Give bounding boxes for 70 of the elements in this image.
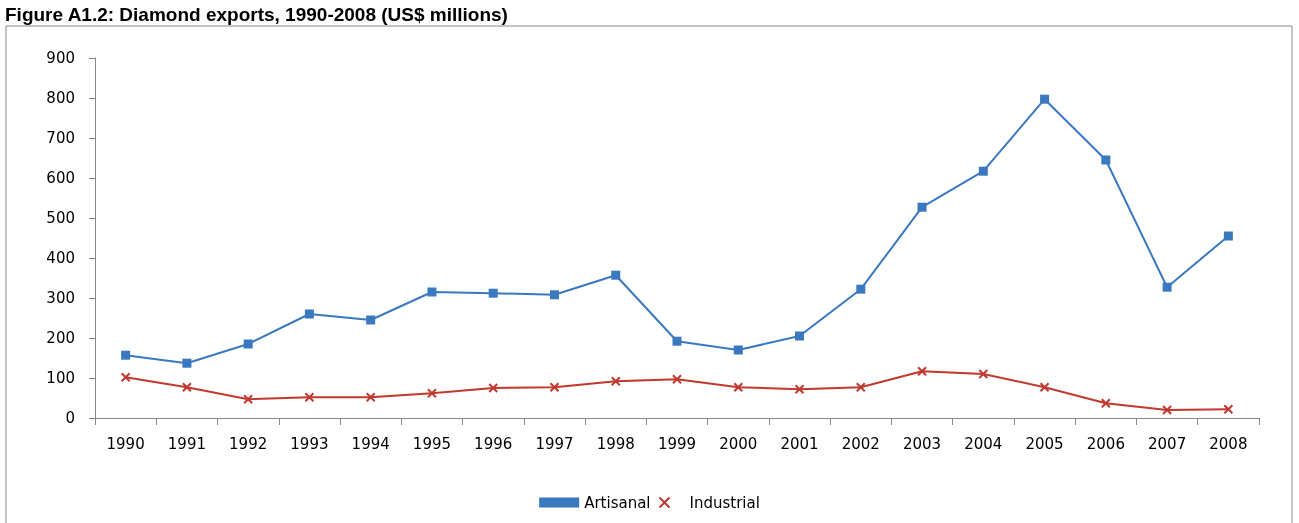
legend-label: Artisanal <box>584 493 651 512</box>
point <box>304 309 314 319</box>
point <box>549 382 560 393</box>
x-tick-label: 2005 <box>1025 434 1064 453</box>
x-tick-label: 2003 <box>902 434 942 453</box>
point <box>1100 398 1111 409</box>
y-tick-label: 900 <box>46 49 75 67</box>
point <box>488 383 499 393</box>
y-tick-label: 800 <box>46 89 75 107</box>
point <box>978 166 988 176</box>
point <box>243 339 253 349</box>
point <box>1040 94 1050 104</box>
point <box>182 358 192 368</box>
point <box>917 366 928 377</box>
point <box>610 376 621 387</box>
point <box>795 331 805 341</box>
point <box>1223 404 1234 415</box>
point <box>1101 155 1111 165</box>
point <box>243 394 254 405</box>
point <box>978 369 989 379</box>
point <box>611 270 621 280</box>
point <box>856 284 866 294</box>
x-tick-label: 1999 <box>657 434 697 453</box>
y-tick-label: 200 <box>46 329 75 347</box>
point <box>917 202 927 212</box>
point <box>1162 405 1173 415</box>
x-tick-label: 1993 <box>290 434 329 453</box>
y-tick-label: 300 <box>46 289 75 307</box>
x-tick-label: 1995 <box>412 434 452 453</box>
point <box>304 392 315 403</box>
point <box>120 372 131 383</box>
x-tick-label: 1997 <box>535 434 574 453</box>
point <box>426 388 437 399</box>
y-tick-label: 100 <box>46 369 75 387</box>
x-tick-label: 1996 <box>474 434 513 453</box>
point <box>427 287 437 297</box>
x-tick-label: 2000 <box>719 434 758 453</box>
point <box>365 392 376 403</box>
x-tick-label: 1992 <box>229 434 268 453</box>
x-tick-label: 1994 <box>351 434 390 453</box>
point <box>733 345 743 355</box>
y-tick-label: 400 <box>46 249 75 267</box>
point <box>1223 231 1233 241</box>
x-tick-label: 2004 <box>964 434 1003 453</box>
x-tick-label: 1991 <box>167 434 206 453</box>
point <box>181 382 192 393</box>
point <box>366 315 376 325</box>
point <box>794 384 805 395</box>
point <box>672 374 682 385</box>
point <box>733 382 744 393</box>
x-tick-label: 2007 <box>1148 434 1187 453</box>
point <box>488 288 498 298</box>
point <box>855 382 866 393</box>
x-tick-label: 2001 <box>780 434 819 453</box>
y-tick-label: 700 <box>46 129 75 147</box>
point <box>549 290 559 300</box>
point <box>672 336 682 346</box>
y-tick-label: 500 <box>46 209 75 227</box>
x-tick-label: 2008 <box>1209 434 1248 453</box>
chart-title: Figure A1.2: Diamond exports, 1990-2008 (US$ millions) <box>5 4 508 25</box>
legend-label: Industrial <box>689 493 760 512</box>
x-tick-label: 1998 <box>596 434 635 453</box>
y-tick-label: 600 <box>46 169 75 187</box>
point <box>1162 282 1172 292</box>
point <box>1039 382 1050 393</box>
y-tick-label: 0 <box>65 409 75 427</box>
x-tick-label: 2002 <box>841 434 880 453</box>
x-tick-label: 2006 <box>1086 434 1125 453</box>
point <box>121 350 131 360</box>
x-tick-label: 1990 <box>106 434 145 453</box>
